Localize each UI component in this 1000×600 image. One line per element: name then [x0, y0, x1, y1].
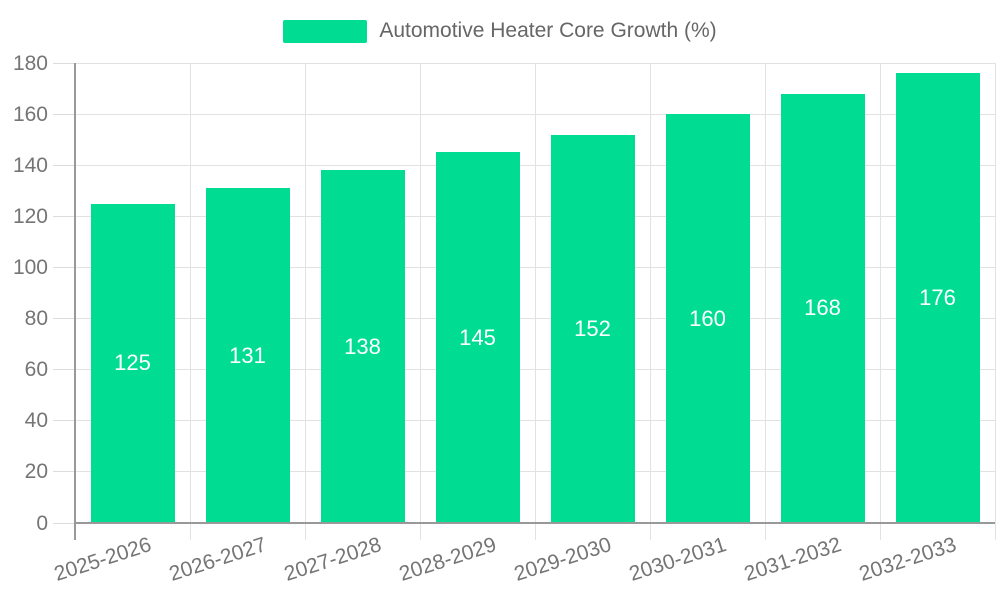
bar-value-label: 152	[574, 315, 611, 341]
y-axis-tick	[53, 215, 74, 217]
y-axis-tick-label: 160	[12, 102, 48, 126]
bar-value-label: 160	[689, 305, 726, 331]
y-axis-tick	[53, 420, 74, 422]
legend-swatch	[283, 19, 368, 43]
y-axis-tick-label: 0	[36, 511, 48, 535]
x-gridline	[419, 63, 421, 540]
bar[interactable]: 145	[435, 152, 520, 523]
x-gridline	[879, 63, 881, 540]
bar[interactable]: 125	[90, 203, 175, 523]
y-axis-tick-label: 120	[12, 204, 48, 228]
x-gridline	[189, 63, 191, 540]
x-gridline	[764, 63, 766, 540]
bar[interactable]: 168	[780, 93, 865, 523]
bar[interactable]: 160	[665, 114, 750, 523]
y-axis-tick	[53, 164, 74, 166]
y-axis-tick-label: 20	[24, 460, 48, 484]
bar-value-label: 138	[344, 333, 381, 359]
y-axis-tick	[53, 318, 74, 320]
x-axis-line	[75, 522, 995, 524]
y-axis-tick-label: 100	[12, 255, 48, 279]
x-gridline	[649, 63, 651, 540]
y-axis-tick-label: 40	[24, 409, 48, 433]
x-gridline	[534, 63, 536, 540]
y-axis-tick	[53, 113, 74, 115]
legend[interactable]: Automotive Heater Core Growth (%)	[0, 19, 1000, 43]
y-axis-tick-label: 180	[12, 51, 48, 75]
y-axis-tick	[53, 369, 74, 371]
y-axis-tick	[53, 471, 74, 473]
y-axis-tick	[53, 522, 74, 524]
x-gridline	[994, 63, 996, 540]
plot-area: 0 20 40 60 80 100 120 140 160 180 125 131 138 145 152 1…	[13, 53, 996, 586]
bar[interactable]: 131	[205, 188, 290, 523]
bar[interactable]: 176	[895, 73, 980, 523]
y-axis-tick-label: 60	[24, 358, 48, 382]
bar[interactable]: 138	[320, 170, 405, 523]
bar-value-label: 145	[459, 324, 496, 350]
bar[interactable]: 152	[550, 134, 635, 523]
y-axis-tick	[53, 62, 74, 64]
legend-label: Automotive Heater Core Growth (%)	[379, 19, 717, 42]
x-gridline	[304, 63, 306, 540]
y-axis-line	[74, 63, 76, 540]
y-axis-tick-label: 80	[24, 307, 48, 331]
bar-value-label: 176	[919, 285, 956, 311]
y-axis-tick	[53, 266, 74, 268]
bar-value-label: 168	[804, 295, 841, 321]
bar-value-label: 131	[229, 342, 266, 368]
y-axis-tick-label: 140	[12, 153, 48, 177]
bar-value-label: 125	[114, 350, 151, 376]
